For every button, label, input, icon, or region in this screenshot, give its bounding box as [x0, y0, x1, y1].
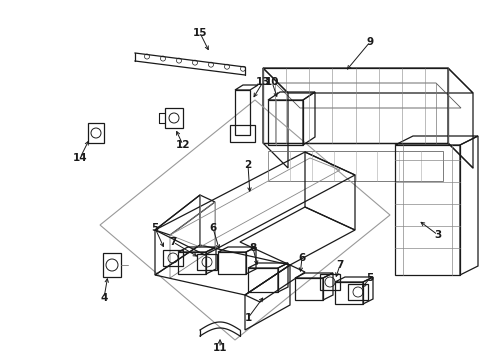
Text: 7: 7: [336, 260, 343, 270]
Text: 3: 3: [434, 230, 441, 240]
Text: 6: 6: [298, 253, 306, 263]
Text: 5: 5: [151, 223, 159, 233]
Text: 15: 15: [193, 28, 207, 38]
Text: 12: 12: [176, 140, 190, 150]
Text: 4: 4: [100, 293, 108, 303]
Text: 1: 1: [245, 313, 252, 323]
Text: 14: 14: [73, 153, 87, 163]
Text: 11: 11: [213, 343, 227, 353]
Text: 10: 10: [265, 77, 279, 87]
Text: 13: 13: [256, 77, 270, 87]
Text: 6: 6: [209, 223, 217, 233]
Text: 5: 5: [367, 273, 374, 283]
Text: 8: 8: [249, 243, 257, 253]
Text: 7: 7: [170, 237, 177, 247]
Text: 9: 9: [367, 37, 373, 47]
Text: 2: 2: [245, 160, 252, 170]
